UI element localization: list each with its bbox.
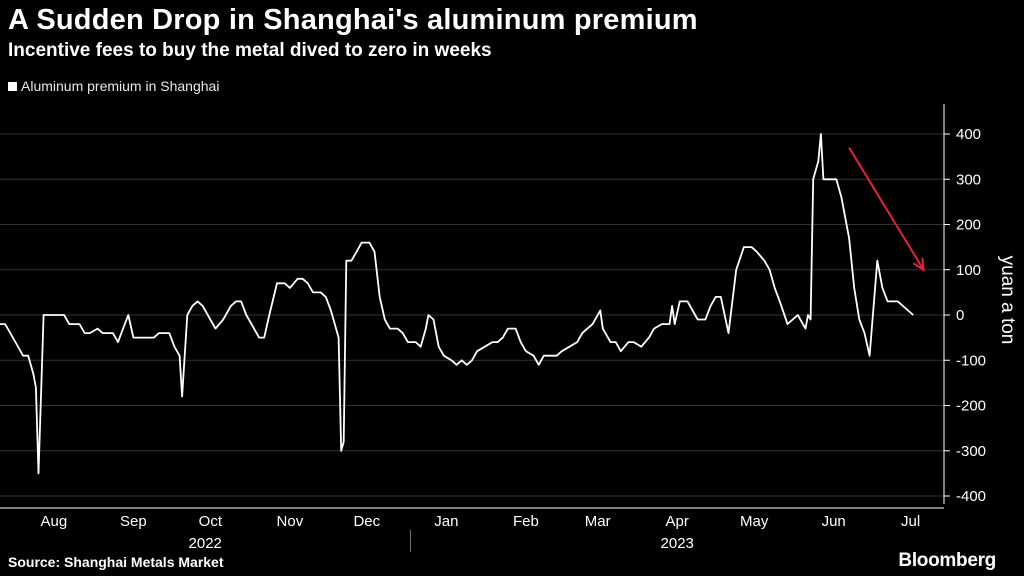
chart-subtitle: Incentive fees to buy the metal dived to… — [8, 40, 492, 61]
y-tick-label: 100 — [956, 262, 981, 279]
legend-swatch — [8, 81, 17, 91]
y-tick-label: -100 — [956, 352, 986, 369]
series-layer — [0, 133, 914, 475]
x-axis: Aug Sep Oct Nov Dec Jan Feb Mar Apr May Jun Jul 2022… — [0, 507, 944, 552]
y-axis-label: yuan a ton — [997, 256, 1018, 345]
legend: Aluminum premium in Shanghai — [8, 78, 219, 94]
x-tick-label: Sep — [120, 513, 147, 530]
x-tick-label: Aug — [41, 513, 68, 530]
bloomberg-logo: Bloomberg — [898, 550, 996, 571]
source-note: Source: Shanghai Metals Market — [8, 554, 224, 570]
x-tick-label: May — [740, 513, 769, 530]
x-tick-label: Jul — [901, 513, 920, 530]
y-tick-label: 200 — [956, 217, 981, 234]
x-tick-label: Oct — [199, 513, 223, 530]
annotation-arrowhead — [912, 257, 925, 272]
y-tick-label: 0 — [956, 307, 964, 324]
y-axis: 400 300 200 100 0 -100 -200 -300 -400 — [943, 104, 986, 505]
y-tick-label: 400 — [956, 126, 981, 143]
year-label: 2023 — [661, 535, 694, 552]
x-tick-label: Dec — [353, 513, 380, 530]
annotation-layer — [848, 147, 925, 272]
x-tick-label: Feb — [513, 513, 539, 530]
legend-label: Aluminum premium in Shanghai — [21, 78, 220, 94]
series-line — [0, 133, 914, 475]
x-tick-label: Apr — [666, 513, 689, 530]
y-tick-label: -400 — [956, 488, 986, 505]
year-label: 2022 — [189, 535, 222, 552]
gridlines — [0, 133, 944, 497]
y-tick-label: -200 — [956, 398, 986, 415]
x-tick-label: Nov — [277, 513, 304, 530]
x-tick-label: Mar — [585, 513, 611, 530]
annotation-arrow — [848, 147, 925, 271]
x-tick-label: Jun — [822, 513, 846, 530]
x-tick-label: Jan — [434, 513, 458, 530]
chart-title: A Sudden Drop in Shanghai's aluminum pre… — [8, 4, 698, 36]
y-tick-label: 300 — [956, 171, 981, 188]
y-tick-label: -300 — [956, 443, 986, 460]
